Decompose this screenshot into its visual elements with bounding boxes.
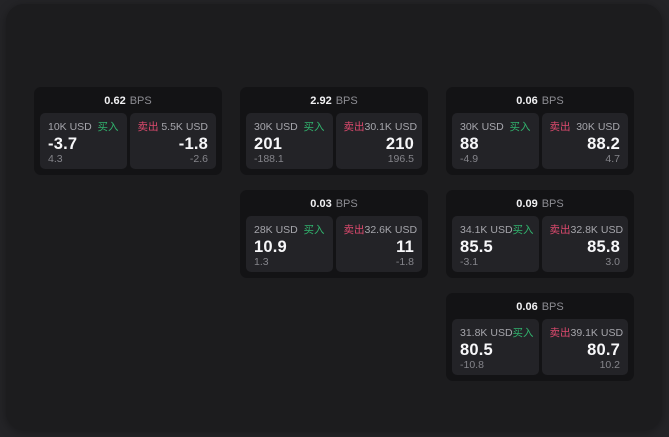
buy-panel[interactable]: 28K USD 买入 10.9 1.3 — [246, 216, 333, 272]
sell-label: 卖出 — [549, 121, 571, 133]
buy-label: 买入 — [512, 224, 534, 236]
sell-amount: 32.8K USD — [570, 223, 624, 236]
bps-quote-card[interactable]: 0.62 BPS 10K USD 买入 -3.7 4.3 卖出 5.5K USD — [34, 87, 222, 175]
sell-sub-value: -2.6 — [189, 152, 208, 165]
sell-price: 80.7 — [587, 340, 620, 359]
sell-panel[interactable]: 卖出 39.1K USD 80.7 10.2 — [541, 319, 628, 375]
sell-panel[interactable]: 卖出 32.6K USD 11 -1.8 — [335, 216, 422, 272]
buy-price: 201 — [254, 134, 283, 153]
bps-quote-card[interactable]: 2.92 BPS 30K USD 买入 201 -188.1 卖出 30.1K … — [240, 87, 428, 175]
sell-label: 卖出 — [549, 224, 571, 236]
bps-quote-card[interactable]: 0.06 BPS 30K USD 买入 88 -4.9 卖出 30K USD — [446, 87, 634, 175]
card-header: 2.92 BPS — [246, 92, 422, 110]
buy-sub-value: -10.8 — [460, 358, 484, 371]
sell-price: 11 — [396, 237, 414, 256]
bps-unit: BPS — [541, 301, 564, 313]
sell-label: 卖出 — [549, 327, 571, 339]
buy-sub-value: 4.3 — [48, 152, 63, 165]
buy-sub-value: -188.1 — [254, 152, 284, 165]
buy-sub-value: 1.3 — [254, 255, 269, 268]
buy-price: 10.9 — [254, 237, 287, 256]
sell-price: 85.8 — [587, 237, 620, 256]
bps-unit: BPS — [541, 95, 564, 107]
bps-quote-card[interactable]: 0.06 BPS 31.8K USD 买入 80.5 -10.8 卖出 39.1… — [446, 293, 634, 381]
bps-quote-card[interactable]: 0.03 BPS 28K USD 买入 10.9 1.3 卖出 32.6K US… — [240, 190, 428, 278]
bps-value: 2.92 — [310, 95, 332, 107]
sell-amount: 30.1K USD — [364, 120, 418, 133]
sell-sub-value: 4.7 — [605, 152, 620, 165]
sell-amount: 30K USD — [576, 120, 620, 133]
bps-value: 0.62 — [104, 95, 126, 107]
sell-amount: 39.1K USD — [570, 326, 624, 339]
sell-panel[interactable]: 卖出 30K USD 88.2 4.7 — [541, 113, 628, 169]
bps-quote-card[interactable]: 0.09 BPS 34.1K USD 买入 85.5 -3.1 卖出 32.8K… — [446, 190, 634, 278]
buy-sub-value: -3.1 — [460, 255, 479, 268]
sell-sub-value: 196.5 — [387, 152, 414, 165]
buy-price: 85.5 — [460, 237, 493, 256]
buy-amount: 28K USD — [254, 223, 298, 236]
bps-unit: BPS — [541, 198, 564, 210]
buy-panel[interactable]: 31.8K USD 买入 80.5 -10.8 — [452, 319, 539, 375]
sell-sub-value: 3.0 — [605, 255, 620, 268]
card-header: 0.03 BPS — [246, 195, 422, 213]
sell-panel[interactable]: 卖出 30.1K USD 210 196.5 — [335, 113, 422, 169]
buy-panel[interactable]: 34.1K USD 买入 85.5 -3.1 — [452, 216, 539, 272]
bps-value: 0.06 — [516, 301, 538, 313]
buy-label: 买入 — [509, 121, 531, 133]
sell-label: 卖出 — [343, 224, 365, 236]
card-header: 0.06 BPS — [452, 92, 628, 110]
buy-price: -3.7 — [48, 134, 78, 153]
sell-price: 210 — [385, 134, 414, 153]
buy-panel[interactable]: 30K USD 买入 201 -188.1 — [246, 113, 333, 169]
card-header: 0.62 BPS — [40, 92, 216, 110]
buy-amount: 30K USD — [254, 120, 298, 133]
bps-value: 0.09 — [516, 198, 538, 210]
sell-amount: 32.6K USD — [364, 223, 418, 236]
buy-price: 88 — [460, 134, 479, 153]
buy-label: 买入 — [303, 121, 325, 133]
buy-amount: 30K USD — [460, 120, 504, 133]
buy-amount: 34.1K USD — [460, 223, 513, 236]
sell-amount: 5.5K USD — [161, 120, 208, 133]
bps-unit: BPS — [335, 198, 358, 210]
sell-price: 88.2 — [587, 134, 620, 153]
bps-unit: BPS — [129, 95, 152, 107]
sell-sub-value: 10.2 — [599, 358, 620, 371]
buy-label: 买入 — [97, 121, 119, 133]
sell-label: 卖出 — [343, 121, 365, 133]
buy-label: 买入 — [512, 327, 534, 339]
buy-amount: 10K USD — [48, 120, 92, 133]
buy-sub-value: -4.9 — [460, 152, 479, 165]
buy-panel[interactable]: 10K USD 买入 -3.7 4.3 — [40, 113, 127, 169]
card-header: 0.06 BPS — [452, 298, 628, 316]
sell-label: 卖出 — [137, 121, 159, 133]
buy-panel[interactable]: 30K USD 买入 88 -4.9 — [452, 113, 539, 169]
bps-value: 0.06 — [516, 95, 538, 107]
sell-sub-value: -1.8 — [395, 255, 414, 268]
bps-unit: BPS — [335, 95, 358, 107]
buy-amount: 31.8K USD — [460, 326, 513, 339]
sell-panel[interactable]: 卖出 5.5K USD -1.8 -2.6 — [129, 113, 216, 169]
card-header: 0.09 BPS — [452, 195, 628, 213]
sell-panel[interactable]: 卖出 32.8K USD 85.8 3.0 — [541, 216, 628, 272]
buy-price: 80.5 — [460, 340, 493, 359]
buy-label: 买入 — [303, 224, 325, 236]
sell-price: -1.8 — [178, 134, 208, 153]
bps-value: 0.03 — [310, 198, 332, 210]
main-panel: 0.62 BPS 10K USD 买入 -3.7 4.3 卖出 5.5K USD — [6, 4, 662, 430]
